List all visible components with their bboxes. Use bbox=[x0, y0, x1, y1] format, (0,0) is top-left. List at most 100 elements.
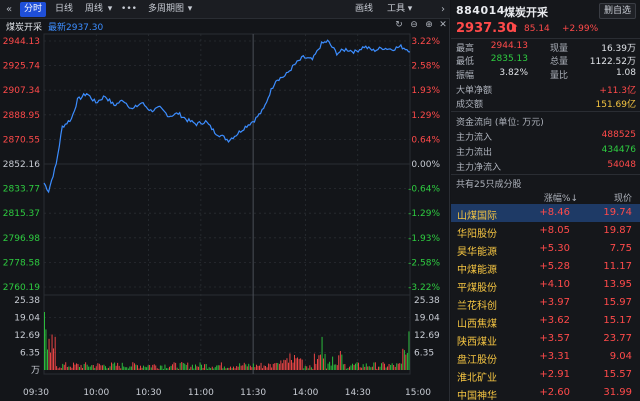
volume-bar bbox=[260, 362, 262, 370]
member-col-pct[interactable]: 涨幅%↓ bbox=[543, 194, 578, 204]
member-col-price[interactable]: 现价 bbox=[613, 194, 632, 204]
volume-bar bbox=[257, 365, 259, 370]
member-row[interactable]: 盘江股份 +3.31 9.04 bbox=[451, 348, 640, 366]
more-periods-button[interactable]: ••• bbox=[121, 4, 137, 14]
stat-label: 主力流出 bbox=[456, 148, 493, 158]
volume-bar bbox=[59, 367, 61, 370]
volume-bar bbox=[80, 364, 82, 370]
member-name: 山煤国际 bbox=[457, 211, 497, 222]
volume-bar bbox=[288, 362, 289, 370]
volume-bar bbox=[211, 366, 213, 370]
volume-bar bbox=[146, 367, 148, 370]
price-tick-label: 2760.19 bbox=[3, 283, 40, 293]
member-row[interactable]: 淮北矿业 +2.91 15.57 bbox=[451, 366, 640, 384]
member-name: 平煤股份 bbox=[457, 283, 497, 294]
tools-dropdown-icon[interactable]: ▾ bbox=[407, 4, 413, 14]
volume-bar bbox=[153, 364, 155, 370]
volume-bar bbox=[240, 365, 242, 370]
member-row[interactable]: 兰花科创 +3.97 15.97 bbox=[451, 294, 640, 312]
member-row[interactable]: 中国神华 +2.60 31.99 bbox=[451, 384, 640, 401]
volume-tick-label-right: 6.35 bbox=[414, 349, 434, 359]
close-chart-icon[interactable]: ✕ bbox=[439, 20, 447, 30]
stat-value: 151.69亿 bbox=[595, 100, 637, 110]
draw-line-button[interactable]: 画线 bbox=[354, 4, 373, 14]
intraday-chart[interactable]: 2944.13 2925.74 2907.34 2888.95 2870.55 2852.… bbox=[0, 0, 450, 401]
volume-bar bbox=[259, 365, 260, 370]
member-name: 盘江股份 bbox=[457, 355, 497, 366]
tools-button[interactable]: 工具 bbox=[386, 4, 405, 14]
volume-tick-label-right: 25.38 bbox=[414, 296, 440, 306]
expand-icon[interactable]: › bbox=[441, 4, 445, 15]
volume-bar bbox=[391, 363, 393, 370]
multi-period-dropdown-icon[interactable]: ▾ bbox=[187, 4, 193, 14]
collapse-icon[interactable]: « bbox=[5, 4, 13, 15]
member-row[interactable]: 陕西煤业 +3.57 23.77 bbox=[451, 330, 640, 348]
tab-weekly[interactable]: 周线 bbox=[84, 4, 103, 14]
chart-latest-price: 最新2937.30 bbox=[48, 23, 104, 33]
percent-tick-label: -2.58% bbox=[408, 258, 440, 268]
volume-bar bbox=[233, 366, 234, 370]
volume-bar bbox=[317, 359, 318, 370]
volume-bar bbox=[121, 362, 123, 370]
volume-bar bbox=[378, 366, 379, 370]
volume-bar bbox=[170, 365, 172, 370]
stat-label: 主力净流入 bbox=[456, 163, 502, 173]
volume-bar bbox=[353, 364, 355, 370]
member-name: 陕西煤业 bbox=[457, 337, 497, 348]
volume-bar bbox=[379, 366, 381, 370]
volume-bar bbox=[188, 368, 190, 370]
volume-bar bbox=[191, 364, 193, 370]
member-row[interactable]: 华阳股份 +8.05 19.87 bbox=[451, 222, 640, 240]
volume-bar bbox=[143, 365, 144, 370]
tab-intraday[interactable]: 分时 bbox=[20, 2, 46, 17]
volume-bar bbox=[164, 364, 166, 370]
price-tick-label: 2907.34 bbox=[3, 86, 40, 96]
time-tick-label: 14:30 bbox=[345, 388, 371, 398]
weekly-dropdown-icon[interactable]: ▾ bbox=[107, 4, 113, 14]
volume-bar bbox=[394, 366, 396, 370]
volume-bar bbox=[135, 364, 137, 370]
price-tick-label: 2815.37 bbox=[3, 209, 40, 219]
volume-bar bbox=[193, 368, 195, 370]
volume-bar bbox=[307, 368, 309, 370]
volume-bar bbox=[150, 367, 152, 370]
member-price: 23.77 bbox=[603, 333, 632, 344]
current-price: 2937.30 bbox=[456, 21, 516, 36]
volume-bar bbox=[236, 366, 238, 370]
refresh-icon[interactable]: ↻ bbox=[395, 20, 403, 30]
zoom-in-icon[interactable]: ⊕ bbox=[425, 20, 433, 30]
multi-period-button[interactable]: 多周期图 bbox=[147, 4, 184, 14]
member-change: +8.05 bbox=[539, 225, 570, 236]
member-row[interactable]: 山西焦煤 +3.62 15.17 bbox=[451, 312, 640, 330]
member-change: +2.91 bbox=[539, 369, 570, 380]
volume-bar bbox=[175, 362, 177, 370]
volume-bar bbox=[359, 367, 361, 370]
zoom-out-icon[interactable]: ⊖ bbox=[410, 20, 418, 30]
volume-bar bbox=[352, 363, 353, 370]
remove-watchlist-button[interactable]: 删自选 bbox=[598, 3, 636, 19]
volume-bar bbox=[196, 366, 198, 370]
member-row[interactable]: 山煤国际 +8.46 19.74 bbox=[451, 204, 640, 222]
percent-tick-label: -0.64% bbox=[408, 185, 440, 195]
percent-tick-label: 3.22% bbox=[411, 37, 440, 47]
member-row[interactable]: 昊华能源 +5.30 7.75 bbox=[451, 240, 640, 258]
chart-sector-name: 煤炭开采 bbox=[6, 23, 43, 33]
volume-bar bbox=[158, 368, 160, 370]
volume-bar bbox=[214, 367, 216, 370]
volume-bar bbox=[111, 362, 112, 370]
volume-bar bbox=[98, 363, 100, 370]
member-row[interactable]: 中煤能源 +5.28 11.17 bbox=[451, 258, 640, 276]
volume-tick-label: 6.35 bbox=[20, 349, 40, 359]
volume-bar bbox=[332, 356, 334, 370]
volume-bar bbox=[106, 368, 108, 370]
quote-header: 884014 煤炭开采 删自选 2937.30 ⬆ 85.14 +2.99% bbox=[451, 0, 640, 40]
member-name: 昊华能源 bbox=[457, 247, 497, 258]
volume-bar bbox=[44, 312, 45, 370]
volume-bar bbox=[402, 348, 404, 370]
chart-grid bbox=[43, 33, 411, 375]
tab-daily[interactable]: 日线 bbox=[54, 4, 73, 14]
stat-value: 2835.13 bbox=[490, 54, 528, 64]
member-row[interactable]: 平煤股份 +4.10 13.95 bbox=[451, 276, 640, 294]
intraday-chart-panel: « 分时 日线 周线 ▾ ••• 多周期图 ▾ 画线 工具 ▾ › 煤炭开采 最… bbox=[0, 0, 450, 401]
